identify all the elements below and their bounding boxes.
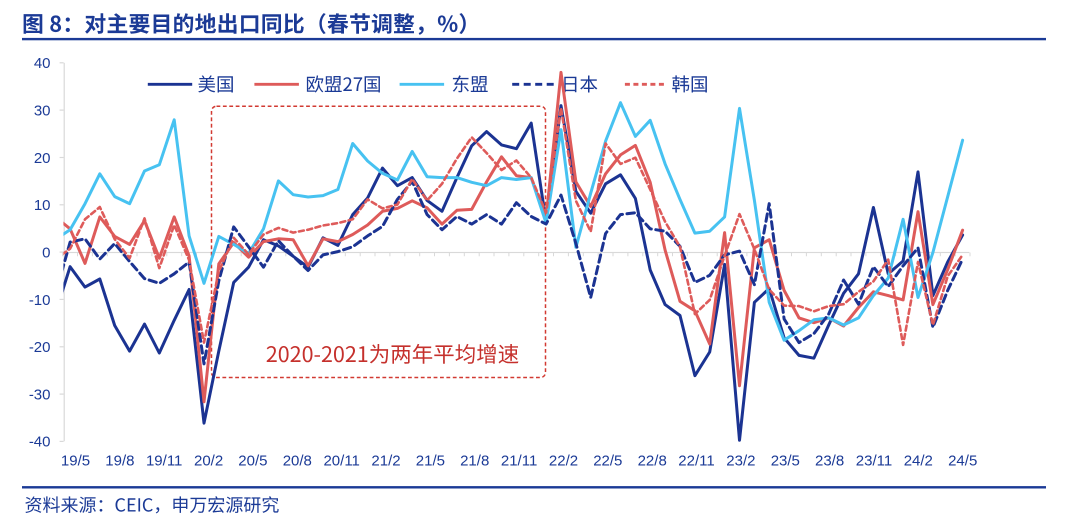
svg-text:40: 40: [34, 55, 51, 72]
svg-text:23/8: 23/8: [815, 453, 844, 470]
svg-text:22/8: 22/8: [638, 453, 667, 470]
svg-text:20/8: 20/8: [283, 453, 312, 470]
svg-text:20/11: 20/11: [323, 453, 359, 470]
svg-text:20/2: 20/2: [194, 453, 223, 470]
svg-text:20: 20: [34, 150, 51, 167]
svg-text:-10: -10: [29, 292, 51, 309]
svg-text:21/2: 21/2: [371, 453, 400, 470]
svg-text:0: 0: [42, 244, 50, 261]
svg-text:-40: -40: [29, 434, 51, 451]
svg-text:20/5: 20/5: [238, 453, 267, 470]
svg-text:22/2: 22/2: [549, 453, 578, 470]
svg-text:19/11: 19/11: [146, 453, 182, 470]
svg-text:19/5: 19/5: [61, 453, 90, 470]
svg-text:22/5: 22/5: [593, 453, 622, 470]
svg-text:-20: -20: [29, 339, 51, 356]
svg-text:23/5: 23/5: [771, 453, 800, 470]
svg-text:10: 10: [34, 197, 51, 214]
svg-text:24/5: 24/5: [948, 453, 977, 470]
svg-text:21/11: 21/11: [501, 453, 537, 470]
svg-text:23/2: 23/2: [726, 453, 755, 470]
svg-text:30: 30: [34, 102, 51, 119]
svg-text:23/11: 23/11: [856, 453, 892, 470]
svg-text:19/8: 19/8: [105, 453, 134, 470]
svg-text:21/5: 21/5: [416, 453, 445, 470]
svg-text:21/8: 21/8: [460, 453, 489, 470]
svg-text:24/2: 24/2: [904, 453, 933, 470]
svg-text:22/11: 22/11: [678, 453, 714, 470]
svg-text:-30: -30: [29, 386, 51, 403]
